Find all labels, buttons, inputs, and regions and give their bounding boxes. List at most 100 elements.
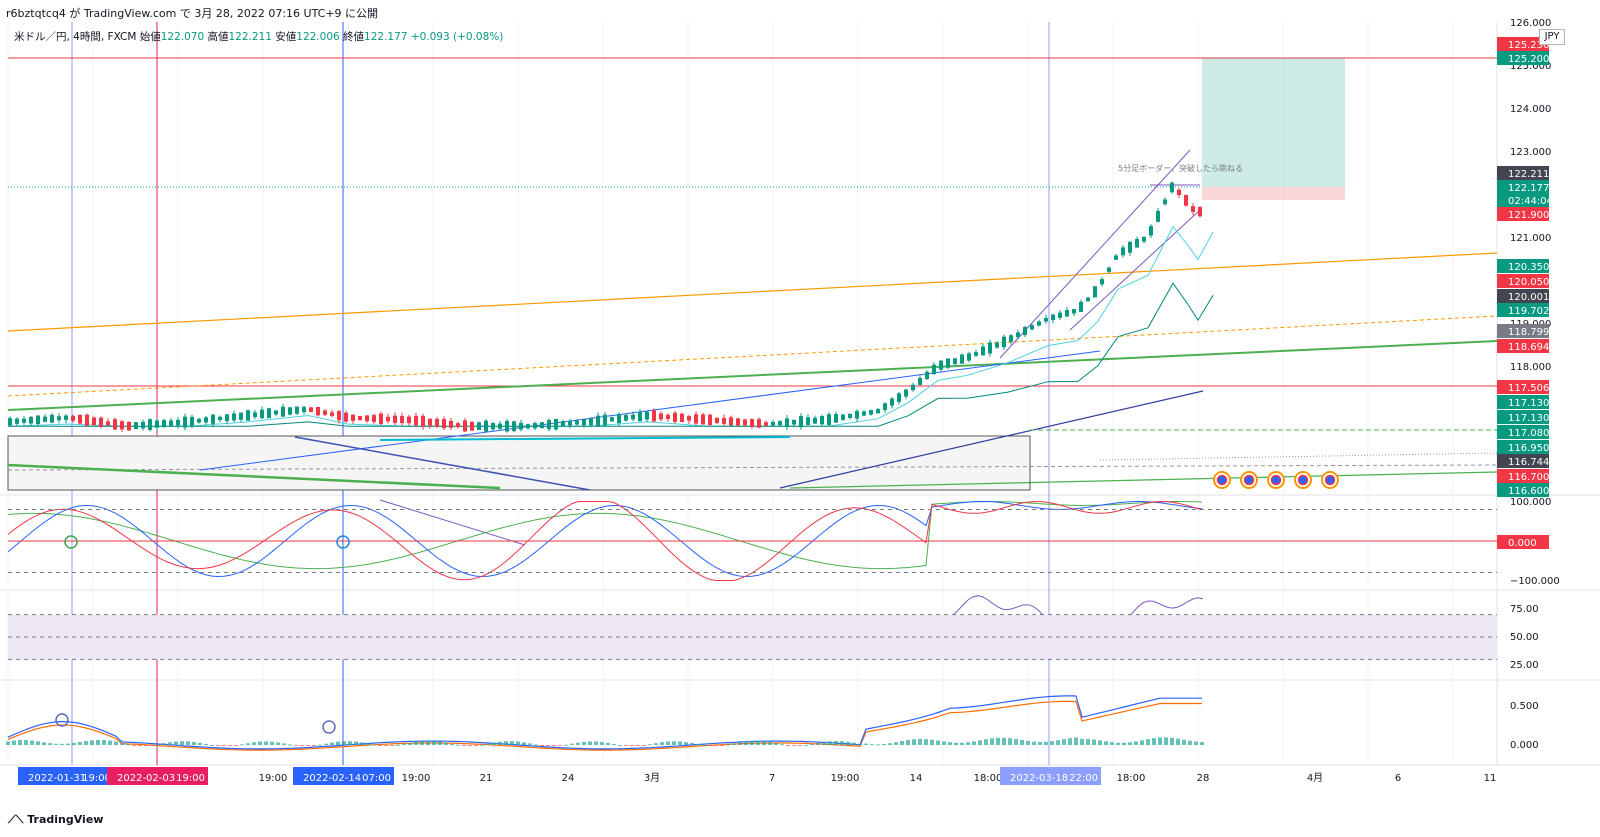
position-stop xyxy=(1202,187,1345,200)
macd-histogram-bar xyxy=(312,745,316,746)
candle-body xyxy=(232,413,236,421)
macd-histogram-bar xyxy=(684,742,688,745)
price-label: 116.600 xyxy=(1508,486,1549,497)
macd-histogram-bar xyxy=(474,745,478,746)
candle-body xyxy=(463,420,467,432)
candle-body xyxy=(1128,241,1132,253)
macd-histogram-bar xyxy=(48,743,52,745)
time-tick: 24 xyxy=(562,773,575,784)
candle-body xyxy=(1156,210,1160,222)
candle-body xyxy=(50,414,54,423)
trend-orange-dashed xyxy=(7,315,1498,397)
candle-body xyxy=(904,389,908,397)
macd-histogram-bar xyxy=(60,743,64,745)
macd-histogram-bar xyxy=(1002,737,1006,745)
time-tick: 18:00 xyxy=(1117,773,1146,784)
trend-orange xyxy=(7,252,1498,332)
price-label: 125.200 xyxy=(1508,54,1549,65)
candle-body xyxy=(883,403,887,410)
macd-histogram-bar xyxy=(462,745,466,746)
macd-histogram-bar xyxy=(630,745,634,747)
candle-body xyxy=(43,416,47,422)
candle-body xyxy=(512,421,516,432)
macd-histogram-bar xyxy=(744,741,748,745)
macd-histogram-bar xyxy=(606,742,610,745)
candle-body xyxy=(568,420,572,426)
close-value: 122.177 xyxy=(364,31,408,43)
macd-histogram-bar xyxy=(1152,738,1156,745)
macd-histogram-bar xyxy=(342,741,346,745)
candle-body xyxy=(169,420,173,426)
price-label-bg xyxy=(1497,469,1549,483)
candle-body xyxy=(813,417,817,424)
macd-histogram-bar xyxy=(444,742,448,745)
candle-body xyxy=(1016,332,1020,338)
candle-body xyxy=(456,423,460,428)
macd-histogram-bar xyxy=(1098,740,1102,745)
macd-histogram-bar xyxy=(114,741,118,745)
candle-body xyxy=(1177,189,1181,195)
price-label: 116.700 xyxy=(1508,472,1549,483)
candle-body xyxy=(848,414,852,418)
low-label: 安値 xyxy=(275,31,297,43)
macd-histogram-bar xyxy=(582,741,586,745)
macd-histogram-bar xyxy=(798,745,802,746)
annotation-text: 5分足ボーダー、突破したら跳ねる xyxy=(1118,163,1243,173)
price-label: 120.350 xyxy=(1508,262,1549,273)
time-highlight-date: 2022-03-18 xyxy=(1010,773,1068,784)
candle-body xyxy=(407,416,411,424)
flag-icon xyxy=(1216,474,1228,486)
macd-histogram-bar xyxy=(1182,739,1186,745)
candle-body xyxy=(470,421,474,431)
candle-body xyxy=(484,420,488,432)
price-label-bg xyxy=(1497,410,1549,424)
macd-histogram-bar xyxy=(336,741,340,745)
currency-badge[interactable]: JPY xyxy=(1539,29,1565,45)
price-label-bg xyxy=(1497,454,1549,468)
candle-body xyxy=(876,408,880,414)
time-highlight-time: 19:00 xyxy=(82,773,111,784)
macd-histogram-bar xyxy=(924,739,928,745)
macd-histogram-bar xyxy=(420,741,424,745)
macd-histogram-bar xyxy=(696,744,700,746)
candle-body xyxy=(316,407,320,416)
candle-body xyxy=(323,410,327,415)
macd-histogram-bar xyxy=(1074,737,1078,745)
macd-histogram-bar xyxy=(186,741,190,745)
candle-body xyxy=(64,415,68,420)
change-value: +0.093 (+0.08%) xyxy=(410,31,504,43)
low-value: 122.006 xyxy=(296,31,340,43)
candle-body xyxy=(120,421,124,430)
candle-body xyxy=(414,415,418,426)
macd-histogram-bar xyxy=(1122,742,1126,745)
macd-histogram-bar xyxy=(1140,740,1144,745)
candle-body xyxy=(176,419,180,426)
macd-histogram-bar xyxy=(78,742,82,745)
macd-histogram-bar xyxy=(450,743,454,745)
candle-body xyxy=(946,358,950,368)
macd-histogram-bar xyxy=(378,745,382,746)
macd-histogram-bar xyxy=(276,742,280,745)
macd-histogram-bar xyxy=(1176,738,1180,745)
macd-histogram-bar xyxy=(42,742,46,745)
macd-histogram-bar xyxy=(600,742,604,745)
candle-body xyxy=(834,414,838,423)
time-highlight-date: 2022-01-31 xyxy=(28,773,86,784)
macd-histogram-bar xyxy=(288,744,292,746)
macd-histogram-bar xyxy=(18,740,22,745)
trend-cyan xyxy=(379,436,791,441)
price-axis[interactable]: 126.000125.000124.000123.000121.000119.0… xyxy=(1497,18,1560,751)
macd-histogram-bar xyxy=(750,740,754,745)
macd-histogram-bar xyxy=(1014,738,1018,745)
macd-histogram-bar xyxy=(984,739,988,745)
candle-body xyxy=(162,420,166,428)
candle-body xyxy=(911,384,915,391)
position-target xyxy=(1202,58,1345,187)
candle-body xyxy=(204,417,208,423)
macd-histogram-bar xyxy=(594,741,598,745)
price-label: 116.950 xyxy=(1508,443,1549,454)
macd-histogram-bar xyxy=(6,741,10,745)
time-axis[interactable]: 19:00 19:00 21 24 3月 7 19:00 14 18:00 18:00 28 4月 6 1… xyxy=(18,767,1496,785)
candle-body xyxy=(113,419,117,430)
